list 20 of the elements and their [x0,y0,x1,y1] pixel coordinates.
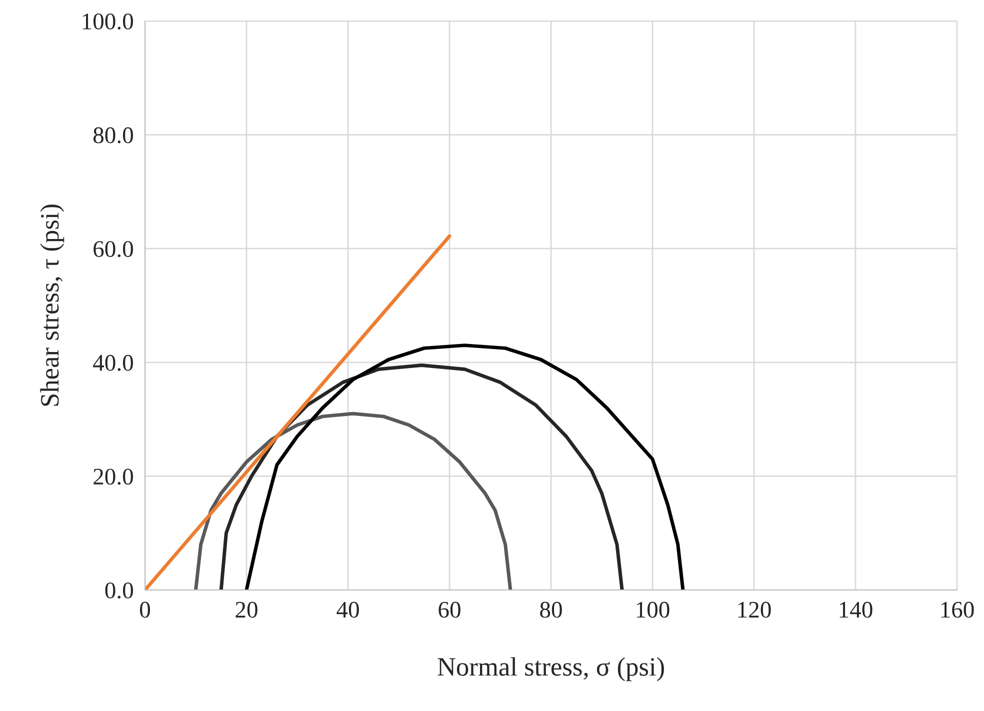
x-tick-label: 80 [540,602,562,618]
y-axis-title: Shear stress, τ (psi) [40,204,64,406]
x-tick-label: 20 [236,602,258,618]
x-axis-title: Normal stress, σ (psi) [438,657,664,682]
y-tick-label: 60.0 [94,241,133,258]
line-series [194,412,512,590]
y-tick-label: 20.0 [94,468,133,485]
x-tick-label: 140 [840,602,872,618]
x-tick-label: 0 [140,602,150,618]
y-tick-label: 100.0 [82,13,133,30]
x-tick-label: 40 [336,602,359,618]
line-series [219,364,624,590]
y-tick-label: 80.0 [93,127,133,144]
y-tick-label: 40.0 [93,354,133,371]
x-tick-label: 160 [941,602,974,618]
line-series [244,344,685,590]
y-tick-label: 0.0 [105,582,133,599]
x-tick-label: 60 [438,602,460,618]
x-tick-label: 120 [738,602,771,618]
x-tick-label: 100 [636,602,670,618]
